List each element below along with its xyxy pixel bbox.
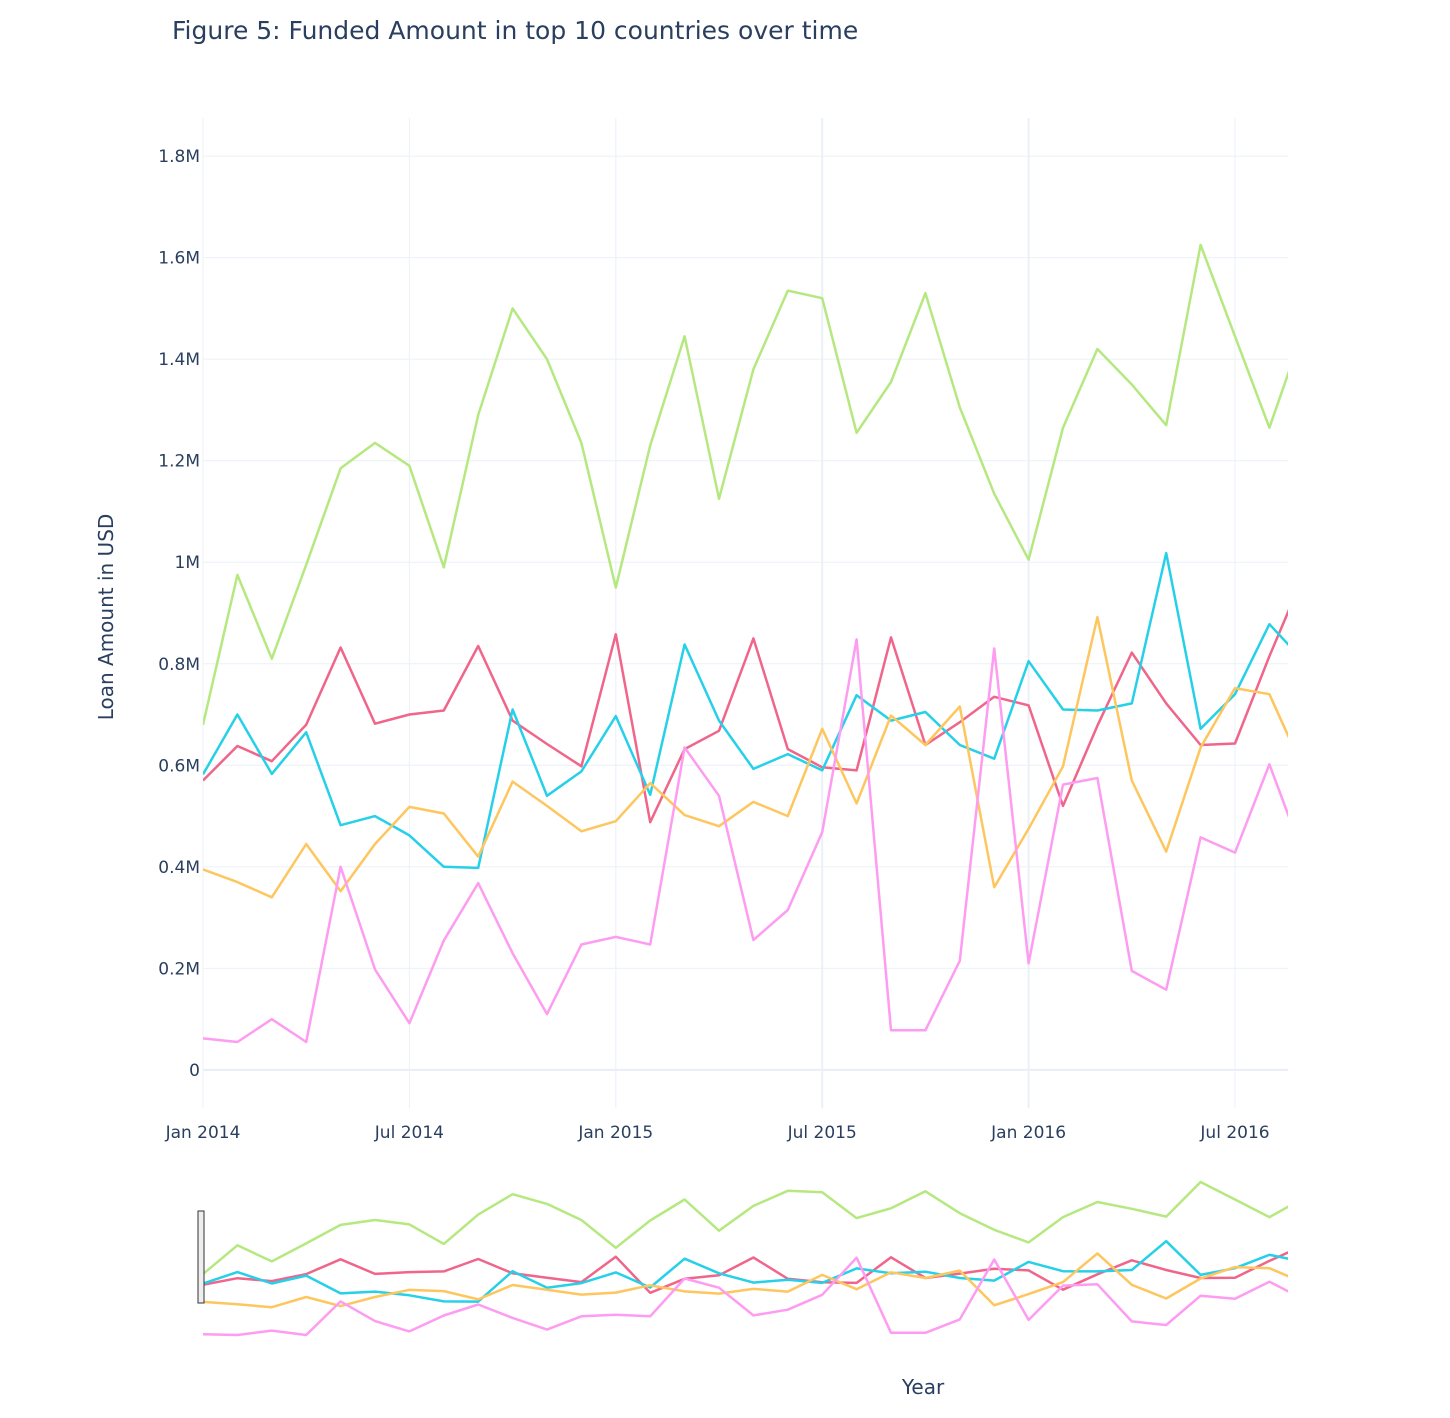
range-series-line-red [203,1251,1288,1295]
series-line-cyan [203,551,1288,870]
y-tick-label: 1.8M [158,147,200,167]
series-line-green [203,243,1288,725]
y-axis-title: Loan Amount in USD [94,514,118,721]
x-tick-label: Jan 2015 [577,1123,653,1143]
x-tick-label: Jul 2015 [787,1123,857,1143]
range-series-line-orange [203,1252,1288,1309]
y-tick-label: 0.6M [158,756,200,776]
range-series-line-green [203,1180,1288,1276]
y-tick-label: 0.4M [158,858,200,878]
chart-title: Figure 5: Funded Amount in top 10 countr… [172,16,859,45]
series-line-orange [203,615,1288,899]
y-tick-label: 1M [175,553,200,573]
range-slider[interactable] [203,1180,1304,1337]
range-slider-handle[interactable] [197,1210,205,1304]
series-line-pink [203,638,1288,1044]
y-tick-label: 1.4M [158,350,200,370]
x-tick-label: Jul 2016 [1199,1123,1269,1143]
range-series-line-pink [203,1256,1288,1337]
y-tick-label: 1.2M [158,452,200,472]
series-lines [203,243,1288,1044]
y-tick-label: 0.8M [158,655,200,675]
range-series-line-cyan [203,1239,1288,1303]
y-tick-label: 0 [189,1061,200,1081]
y-tick-label: 0.2M [158,959,200,979]
x-axis-ticks: Jan 2014 Jul 2014 Jan 2015 Jul 2015 Jan 2016… [165,1123,1270,1143]
x-axis-title: Year [901,1375,945,1399]
grid-lines [202,118,1288,1108]
series-line-red [203,609,1288,824]
y-axis-ticks: 0 0.2M 0.4M 0.6M 0.8M 1M 1.2M 1.4M 1.6M 1.8M [158,147,200,1081]
x-tick-label: Jan 2016 [990,1123,1066,1143]
y-tick-label: 1.6M [158,249,200,269]
x-tick-label: Jul 2014 [374,1123,444,1143]
x-tick-label: Jan 2014 [165,1123,241,1143]
